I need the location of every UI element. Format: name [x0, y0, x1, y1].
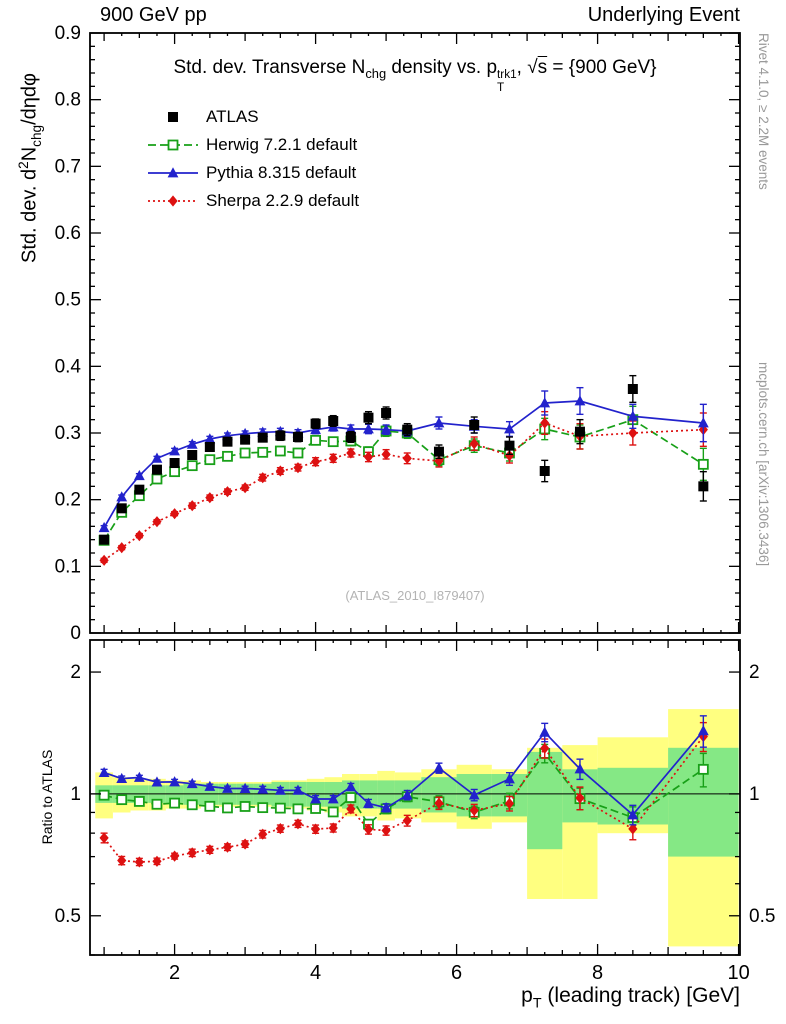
- y-axis-label: Std. dev. d2Nchg/dηdφ: [16, 73, 44, 263]
- svg-text:2: 2: [749, 662, 760, 683]
- legend: ATLAS Herwig 7.2.1 default Pythia 8.315 de…: [146, 103, 359, 215]
- ratio-axis-label: Ratio to ATLAS: [39, 749, 55, 845]
- analysis-id-watermark: (ATLAS_2010_I879407): [345, 588, 485, 603]
- legend-label: Herwig 7.2.1 default: [206, 135, 358, 154]
- axes: 0 0.1 0.2 0.3 0.4 0.5 0.6 0.7 0.8 0.9 2 4 6 8 10 0.5 0.5…: [55, 23, 776, 984]
- mcplots-citation-note: mcplots.cern.ch [arXiv:1306.3436]: [756, 362, 771, 567]
- svg-text:0.4: 0.4: [55, 356, 82, 377]
- svg-text:0.6: 0.6: [55, 223, 81, 244]
- svg-text:0.5: 0.5: [55, 290, 81, 311]
- svg-text:1: 1: [70, 784, 81, 805]
- legend-label: Sherpa 2.2.9 default: [206, 191, 360, 210]
- legend-item-pythia: Pythia 8.315 default: [146, 159, 359, 187]
- svg-text:0.5: 0.5: [55, 906, 81, 927]
- legend-label: Pythia 8.315 default: [206, 163, 357, 182]
- atlas-marker-icon: [168, 112, 178, 122]
- legend-item-sherpa: Sherpa 2.2.9 default: [146, 187, 359, 215]
- series-sherpa-ratio: [99, 721, 708, 868]
- sherpa-marker-icon: [148, 195, 198, 207]
- legend-label: ATLAS: [206, 107, 259, 126]
- series-pythia-ratio: [98, 715, 709, 826]
- svg-text:10: 10: [727, 962, 749, 984]
- series-sherpa-main: [99, 410, 708, 566]
- svg-text:0.5: 0.5: [749, 906, 775, 927]
- legend-item-herwig: Herwig 7.2.1 default: [146, 131, 359, 159]
- beam-energy-label: 900 GeV pp: [100, 4, 207, 26]
- svg-text:0.9: 0.9: [55, 23, 81, 44]
- svg-text:4: 4: [310, 962, 321, 984]
- rivet-version-note: Rivet 4.1.0, ≥ 2.2M events: [756, 33, 771, 190]
- svg-text:0.7: 0.7: [55, 156, 81, 177]
- pythia-marker-icon: [148, 167, 198, 178]
- svg-text:6: 6: [451, 962, 462, 984]
- band-green: [377, 780, 395, 809]
- svg-text:8: 8: [592, 962, 603, 984]
- analysis-topic-label: Underlying Event: [587, 4, 740, 26]
- band-green: [359, 780, 378, 809]
- svg-text:0.2: 0.2: [55, 490, 81, 511]
- svg-text:0.8: 0.8: [55, 90, 81, 111]
- svg-text:0: 0: [70, 623, 81, 644]
- svg-text:2: 2: [169, 962, 180, 984]
- svg-text:1: 1: [749, 784, 760, 805]
- ratio-uncertainty-bands: [90, 709, 740, 947]
- legend-item-atlas: ATLAS: [146, 103, 359, 131]
- x-axis-label: pT (leading track) [GeV]: [521, 984, 740, 1012]
- svg-text:0.1: 0.1: [55, 556, 81, 577]
- svg-text:2: 2: [70, 662, 81, 683]
- svg-text:0.3: 0.3: [55, 423, 81, 444]
- herwig-marker-icon: [148, 139, 198, 151]
- series-atlas-main: [99, 374, 709, 545]
